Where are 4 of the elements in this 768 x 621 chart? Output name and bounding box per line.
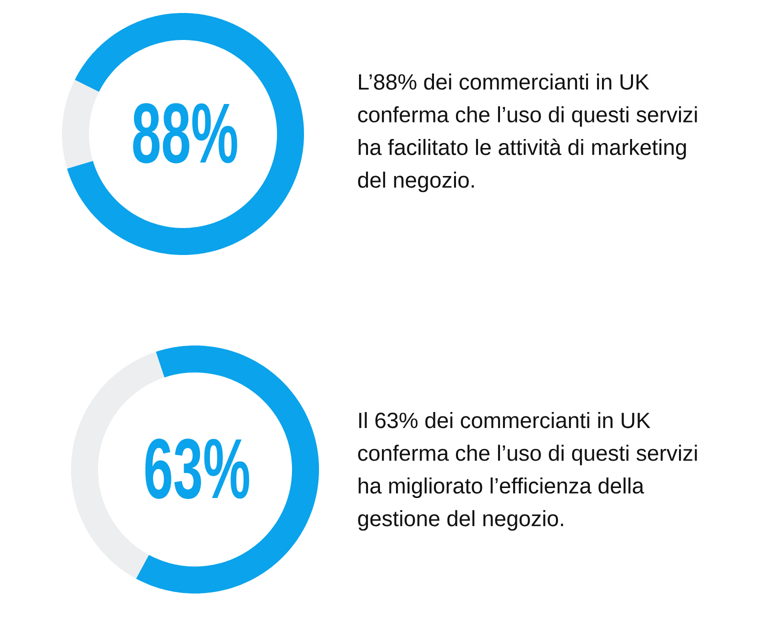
text: Il 63% dei commercianti in UK conferma che l’uso di questi servizi ha migliorato l’efficienza della gestione del negozio. <box>358 412 697 531</box>
data-label: 88% <box>133 103 238 164</box>
text: L’88% dei commercianti in UK conferma che l’uso di questi servizi ha facilitato le attività di marketing del negozio. <box>358 74 697 192</box>
data-label: 63% <box>145 438 250 499</box>
